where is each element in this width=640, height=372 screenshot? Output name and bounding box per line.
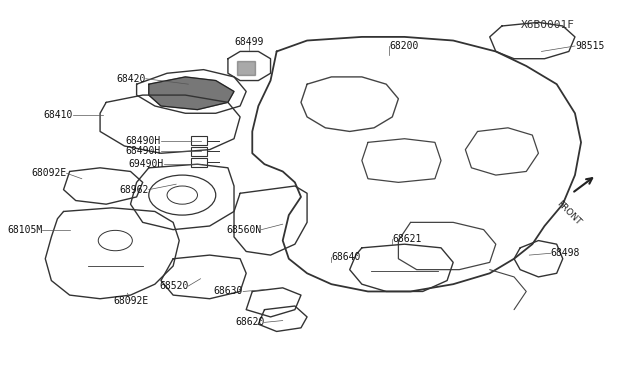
Text: FRONT: FRONT — [555, 199, 583, 227]
Text: 68640: 68640 — [332, 252, 361, 262]
Text: 68105M: 68105M — [7, 225, 42, 235]
Text: 68520: 68520 — [159, 281, 188, 291]
Bar — [191, 158, 207, 167]
Polygon shape — [237, 61, 255, 75]
Text: 68410: 68410 — [44, 110, 73, 120]
Text: 68499: 68499 — [234, 37, 264, 47]
Text: 68620: 68620 — [235, 317, 264, 327]
Text: 98515: 98515 — [575, 41, 604, 51]
Text: X6B0001F: X6B0001F — [521, 20, 575, 30]
Text: 68420: 68420 — [116, 74, 146, 84]
Text: 68630: 68630 — [214, 286, 243, 296]
Text: 68962: 68962 — [120, 185, 148, 195]
Text: 68498: 68498 — [550, 248, 580, 258]
Text: 68200: 68200 — [389, 41, 419, 51]
Text: 68490H: 68490H — [125, 135, 161, 145]
Text: 68621: 68621 — [392, 234, 422, 244]
Text: 68092E: 68092E — [31, 168, 67, 178]
Polygon shape — [148, 77, 234, 110]
Bar — [191, 136, 207, 145]
Text: 68490H: 68490H — [125, 147, 161, 157]
Text: 69490H: 69490H — [129, 159, 164, 169]
Bar — [191, 147, 207, 156]
Text: 68092E: 68092E — [113, 296, 148, 305]
Text: 68560N: 68560N — [226, 225, 261, 235]
